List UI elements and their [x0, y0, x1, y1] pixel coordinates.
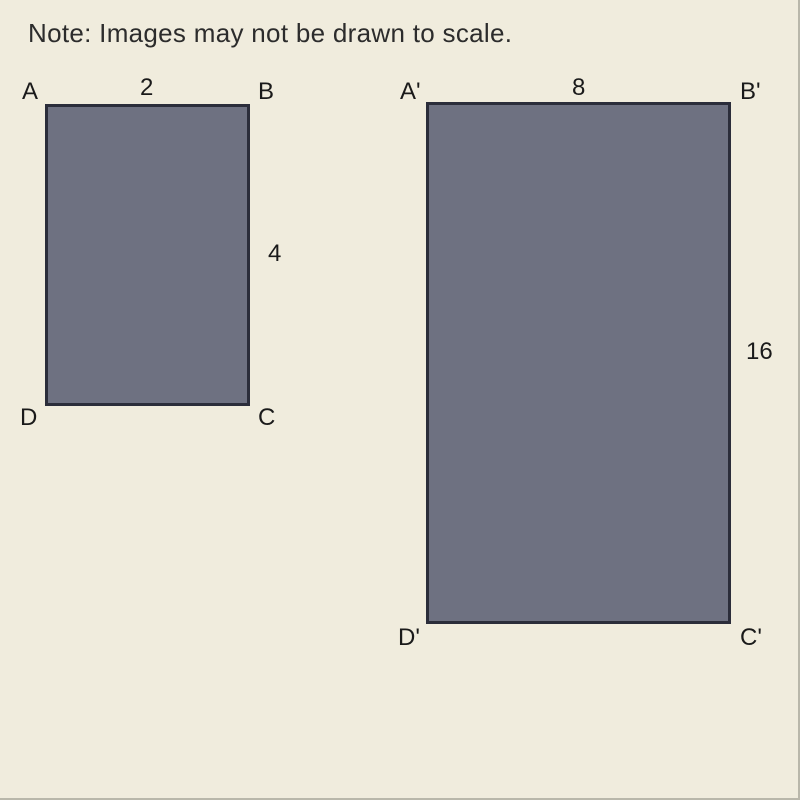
- vertex-D-prime: D': [398, 624, 420, 652]
- vertex-C-prime: C': [740, 624, 762, 652]
- dimension-large-top: 8: [572, 74, 585, 102]
- dimension-small-right: 4: [268, 240, 281, 268]
- note-text: Note: Images may not be drawn to scale.: [28, 18, 512, 49]
- vertex-C: C: [258, 404, 275, 432]
- rectangle-large: [426, 102, 731, 624]
- rectangle-small: [45, 104, 250, 406]
- dimension-large-right: 16: [746, 338, 773, 366]
- dimension-small-top: 2: [140, 74, 153, 102]
- vertex-D: D: [20, 404, 37, 432]
- vertex-A: A: [22, 78, 38, 106]
- vertex-A-prime: A': [400, 78, 421, 106]
- diagram-container: { "note": "Note: Images may not be drawn…: [0, 0, 798, 798]
- vertex-B-prime: B': [740, 78, 761, 106]
- vertex-B: B: [258, 78, 274, 106]
